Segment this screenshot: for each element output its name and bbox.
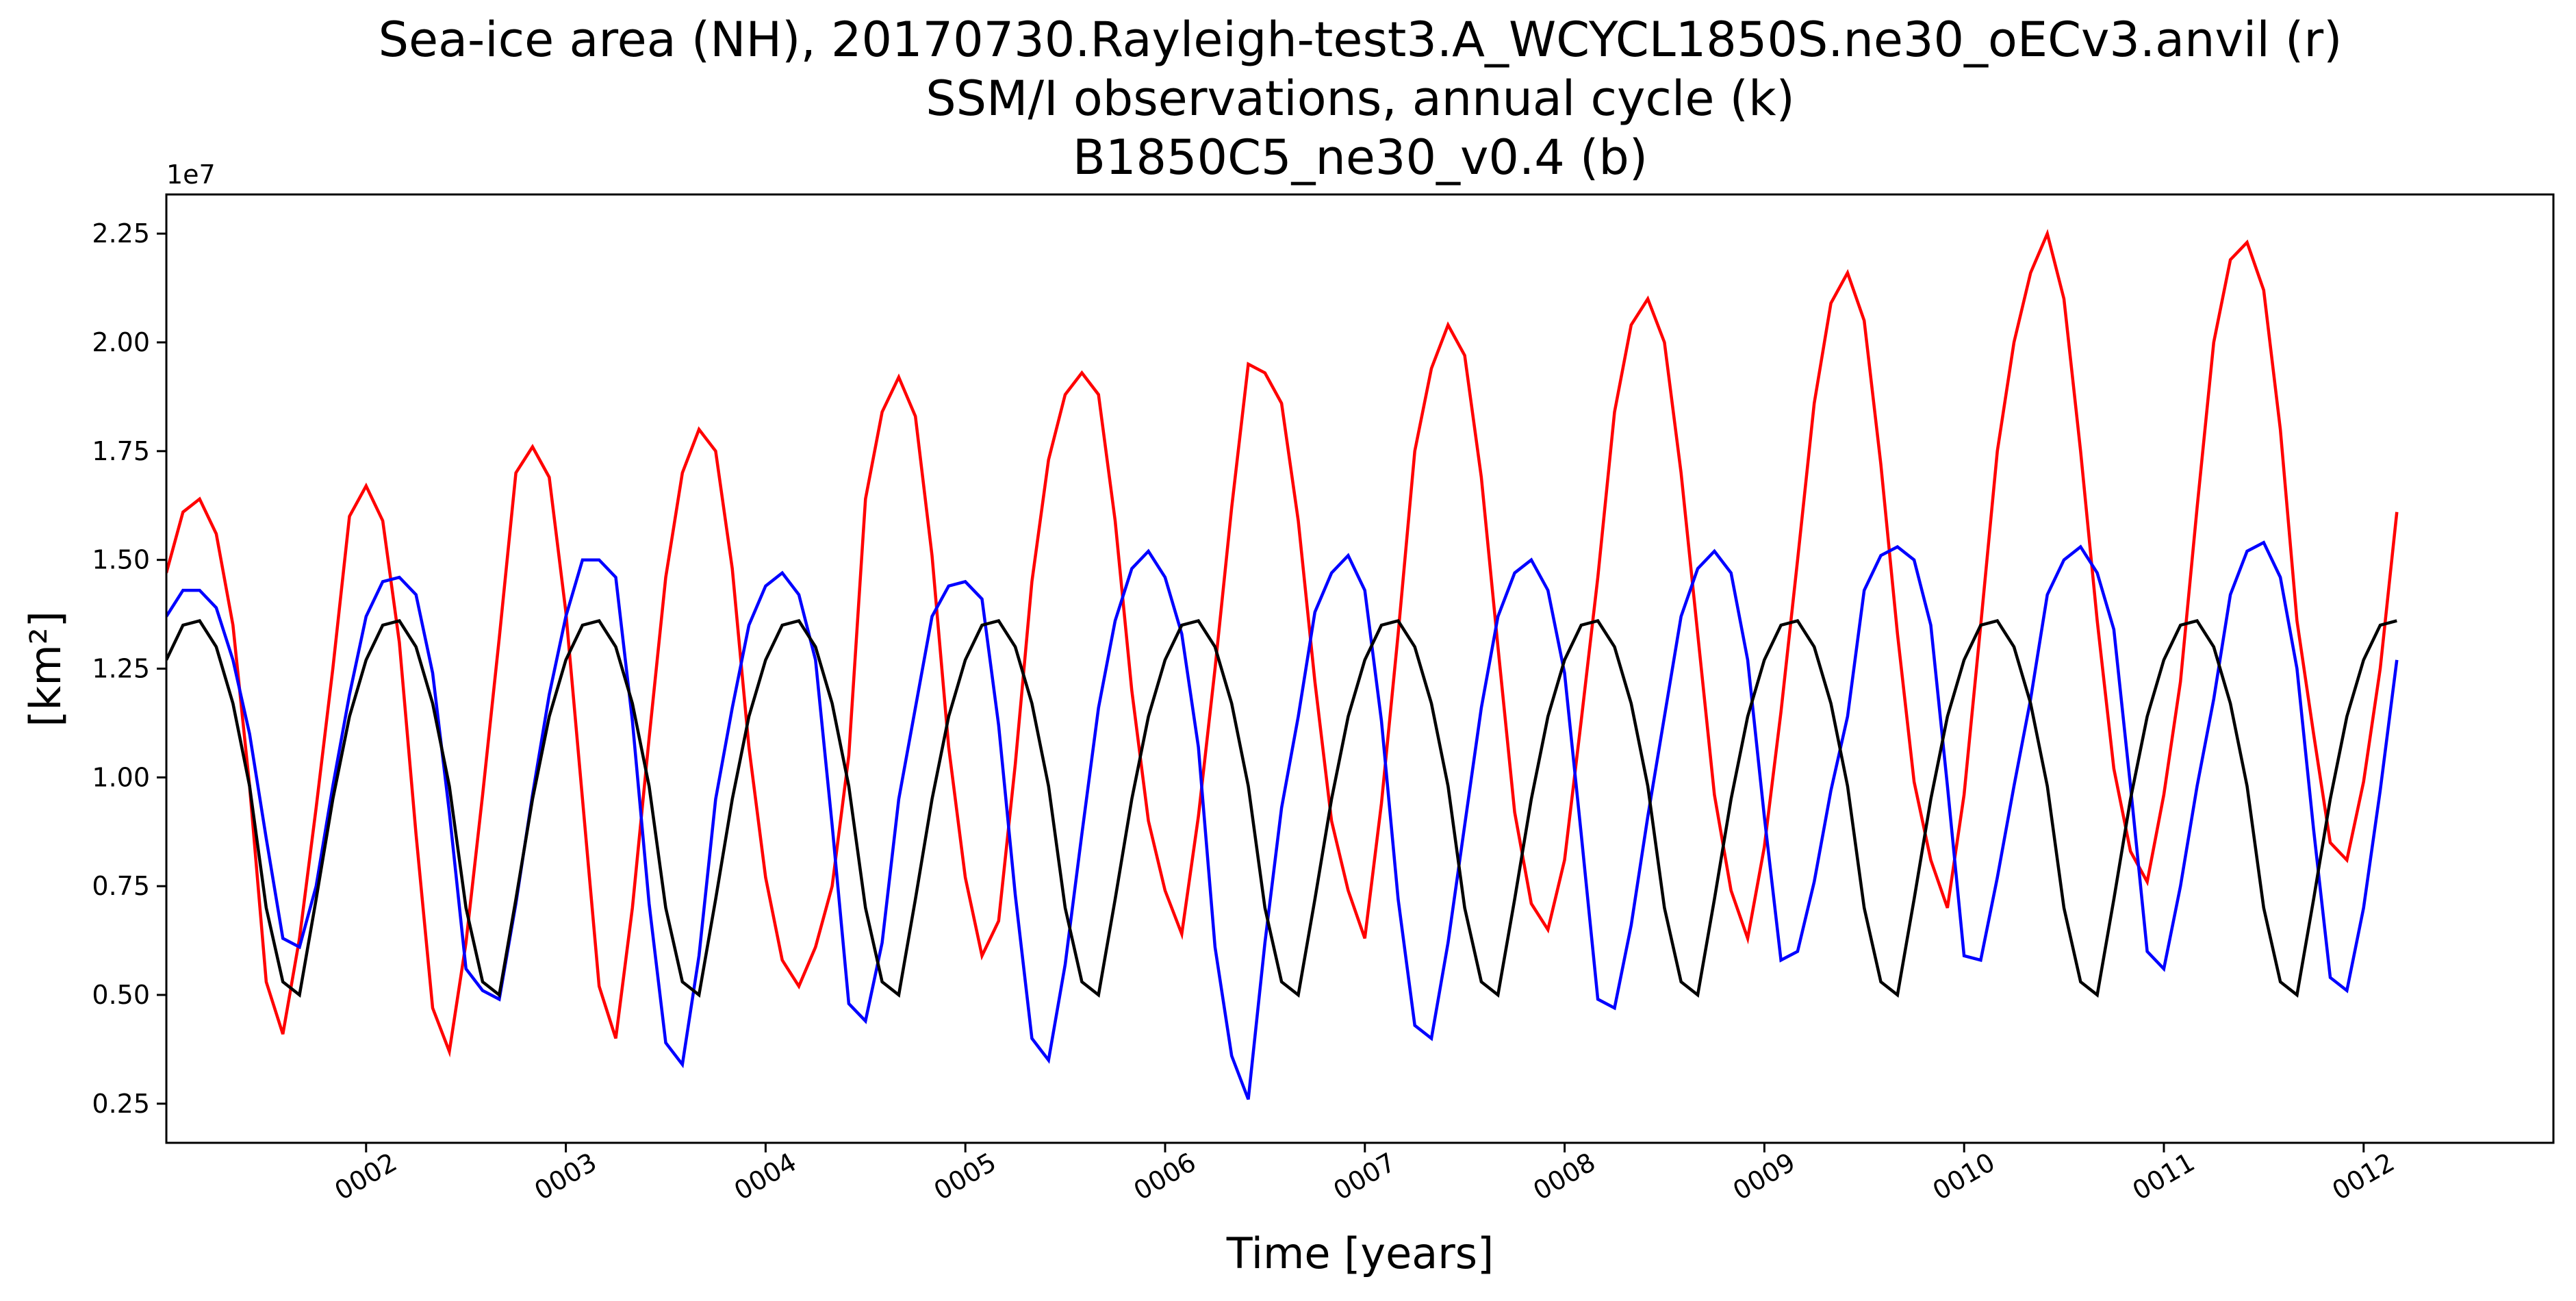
y-tick-label: 1.75 (92, 436, 150, 466)
x-axis-label: Time [years] (1226, 1228, 1494, 1278)
plot-frame (165, 193, 2555, 1144)
y-tick-label: 2.25 (92, 218, 150, 249)
y-axis-label: [km²] (21, 611, 71, 727)
y-tick-label: 0.25 (92, 1089, 150, 1119)
chart-title: Sea-ice area (NH), 20170730.Rayleigh-tes… (379, 12, 2343, 186)
y-tick-label: 0.75 (92, 871, 150, 901)
y-tick-label: 2.00 (92, 327, 150, 357)
series-line-1 (166, 229, 2399, 1058)
y-axis-offset-label: 1e7 (166, 160, 216, 190)
series-line-3 (166, 619, 2397, 998)
chart-title-line-1: Sea-ice area (NH), 20170730.Rayleigh-tes… (379, 12, 2343, 68)
y-tick-label: 0.50 (92, 980, 150, 1010)
y-tick-label: 1.00 (92, 762, 150, 792)
y-tick-label: 1.25 (92, 654, 150, 684)
chart-title-line-2: SSM/I observations, annual cycle (k) (926, 71, 1795, 127)
y-tick-label: 1.50 (92, 545, 150, 575)
plot-lines (166, 229, 2399, 1100)
series-line-2 (166, 540, 2399, 1100)
y-axis-ticks: 0.25 0.50 0.75 1.00 1.25 1.50 1.75 2.00 2.25 (92, 218, 166, 1119)
chart-title-line-3: B1850C5_ne30_v0.4 (b) (1073, 129, 1648, 186)
